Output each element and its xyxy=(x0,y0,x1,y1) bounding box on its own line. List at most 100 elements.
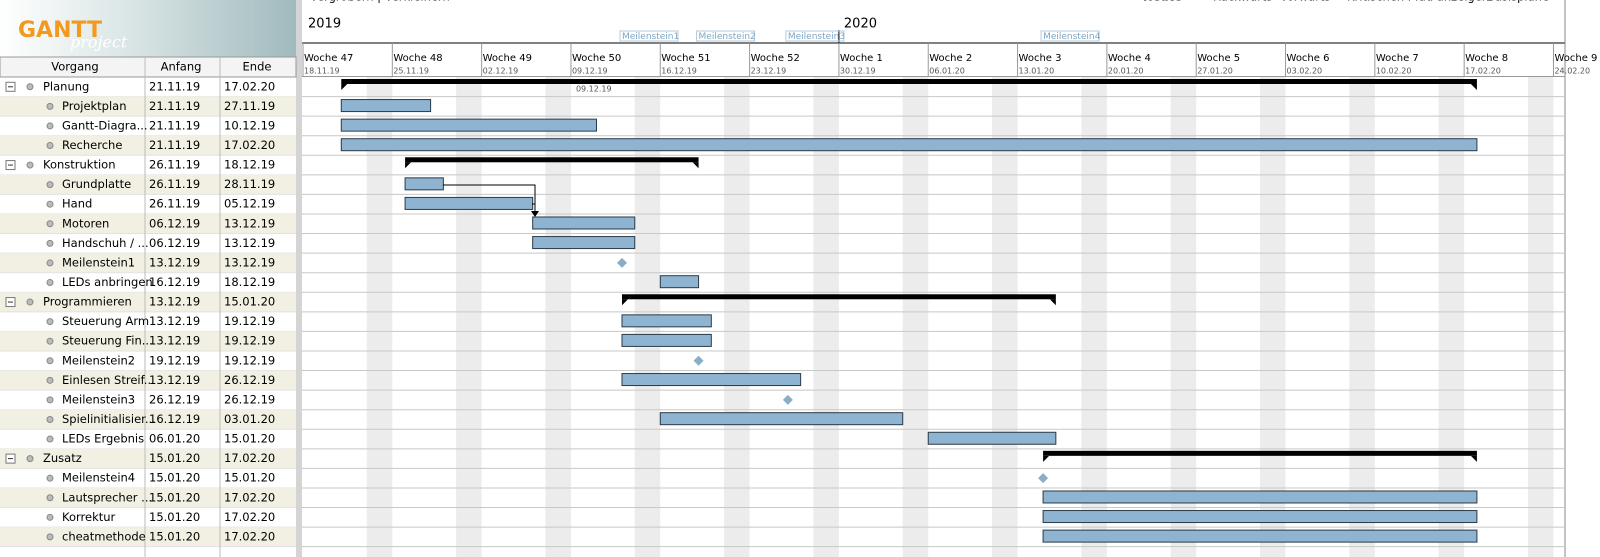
summary-bar[interactable] xyxy=(341,79,1477,84)
task-bar[interactable] xyxy=(340,118,597,132)
task-name[interactable]: Zusatz xyxy=(43,451,82,465)
task-name[interactable]: Hand xyxy=(62,197,92,211)
milestone-flag-label: Meilenstein3 xyxy=(788,32,845,42)
task-end: 13.12.19 xyxy=(224,216,275,230)
task-bar[interactable] xyxy=(532,236,636,250)
toolbar-button[interactable]: Kritischen Pfad anzeigen xyxy=(1347,0,1489,4)
task-end: 18.12.19 xyxy=(224,158,275,172)
task-name[interactable]: Korrektur xyxy=(62,510,116,524)
task-name[interactable]: Handschuh / ... xyxy=(62,236,149,250)
task-name[interactable]: Grundplatte xyxy=(62,177,131,191)
milestone[interactable] xyxy=(617,257,627,268)
task-start: 16.12.19 xyxy=(149,412,200,426)
logo-subtitle: project xyxy=(70,33,128,52)
task-start: 06.12.19 xyxy=(149,216,200,230)
task-bar[interactable] xyxy=(1042,490,1478,504)
task-bullet xyxy=(26,83,34,91)
task-start: 13.12.19 xyxy=(149,373,200,387)
today-label: 09.12.19 xyxy=(576,85,612,94)
task-bar[interactable] xyxy=(659,275,700,289)
gantt-chart: 2019 2020 Woche 47 18.11.19 Woche 48 25.11.19… xyxy=(302,17,1597,557)
toolbar-button[interactable]: Basispläne xyxy=(1487,0,1549,4)
week-date: 30.12.19 xyxy=(840,67,876,76)
weekend-shade xyxy=(1170,77,1197,557)
toolbar-button[interactable]: Vorwärts xyxy=(1280,0,1330,4)
summary-bar[interactable] xyxy=(405,157,699,163)
task-bullet xyxy=(46,200,54,208)
summary-bar[interactable] xyxy=(1043,450,1477,456)
task-bullet xyxy=(46,357,54,365)
task-name[interactable]: Programmieren xyxy=(43,295,132,309)
splitter[interactable] xyxy=(296,0,302,557)
milestone[interactable] xyxy=(693,355,704,366)
task-name[interactable]: Meilenstein4 xyxy=(62,471,135,485)
task-name[interactable]: Steuerung Fin... xyxy=(62,334,153,348)
task-name[interactable]: Konstruktion xyxy=(43,158,116,172)
toolbar-button[interactable]: Heute xyxy=(1143,0,1182,4)
task-bullet xyxy=(46,494,54,502)
task-bullet xyxy=(46,513,54,521)
task-name[interactable]: Steuerung Arm xyxy=(62,314,149,328)
task-bullet xyxy=(46,396,54,404)
task-bar[interactable] xyxy=(340,138,1478,152)
weekend-shade xyxy=(456,77,482,557)
task-bar[interactable] xyxy=(621,314,712,328)
week-date: 23.12.19 xyxy=(751,67,787,76)
row-bg xyxy=(0,292,296,312)
row-bg xyxy=(0,253,296,273)
week-date: 18.11.19 xyxy=(304,67,340,76)
week-label: Woche 9 xyxy=(1554,53,1597,64)
task-bar[interactable] xyxy=(927,431,1057,445)
task-name[interactable]: Einlesen Streif... xyxy=(62,373,155,387)
task-bar[interactable] xyxy=(621,373,802,387)
task-name[interactable]: Spielinitialisier... xyxy=(62,412,156,426)
week-label: Woche 52 xyxy=(751,53,800,64)
task-end: 17.02.20 xyxy=(224,510,275,524)
task-end: 28.11.19 xyxy=(224,177,275,191)
row-bg xyxy=(0,448,296,469)
milestone[interactable] xyxy=(1038,473,1049,484)
arrow-head xyxy=(531,211,539,217)
task-bar[interactable] xyxy=(621,333,712,347)
task-start: 19.12.19 xyxy=(149,353,200,367)
milestone[interactable] xyxy=(782,394,793,405)
task-start: 21.11.19 xyxy=(149,79,200,93)
task-start: 21.11.19 xyxy=(149,138,200,152)
task-bar[interactable] xyxy=(340,99,432,113)
task-start: 21.11.19 xyxy=(149,118,200,132)
task-start: 06.01.20 xyxy=(149,432,200,446)
row-bg xyxy=(0,409,296,430)
week-label: Woche 4 xyxy=(1108,53,1151,64)
weekend-shade xyxy=(366,77,393,557)
column-header[interactable]: Ende xyxy=(243,60,272,74)
task-start: 13.12.19 xyxy=(149,314,200,328)
weekend-shade xyxy=(1527,77,1554,557)
task-name[interactable]: Recherche xyxy=(62,138,122,152)
task-name[interactable]: Meilenstein3 xyxy=(62,392,135,406)
task-name[interactable]: Meilenstein1 xyxy=(62,255,135,269)
task-name[interactable]: Motoren xyxy=(62,216,109,230)
task-bar[interactable] xyxy=(404,177,444,191)
task-bar[interactable] xyxy=(532,216,636,230)
task-name[interactable]: Gantt-Diagra... xyxy=(62,118,148,132)
task-bar[interactable] xyxy=(1042,510,1478,524)
task-bullet xyxy=(46,259,54,267)
column-header[interactable]: Anfang xyxy=(161,60,202,74)
task-bar[interactable] xyxy=(659,412,904,426)
task-name[interactable]: Projektplan xyxy=(62,99,127,113)
task-name[interactable]: Lautsprecher ... xyxy=(62,490,152,504)
task-bullet xyxy=(46,318,54,326)
column-header[interactable]: Vorgang xyxy=(51,60,98,74)
toolbar-button[interactable]: Rückwärts xyxy=(1213,0,1272,4)
toolbar-button[interactable]: Vergrößern | Verkleinern xyxy=(310,0,450,4)
task-name[interactable]: Planung xyxy=(43,79,89,93)
summary-bar[interactable] xyxy=(622,294,1056,300)
year-label: 2020 xyxy=(844,17,877,32)
task-name[interactable]: cheatmethode xyxy=(62,529,146,543)
task-bar[interactable] xyxy=(1042,529,1478,543)
week-label: Woche 6 xyxy=(1287,53,1330,64)
task-bar[interactable] xyxy=(404,196,534,210)
task-name[interactable]: LEDs anbringen xyxy=(62,275,153,289)
task-name[interactable]: Meilenstein2 xyxy=(62,353,135,367)
task-name[interactable]: LEDs Ergebnis xyxy=(62,432,144,446)
